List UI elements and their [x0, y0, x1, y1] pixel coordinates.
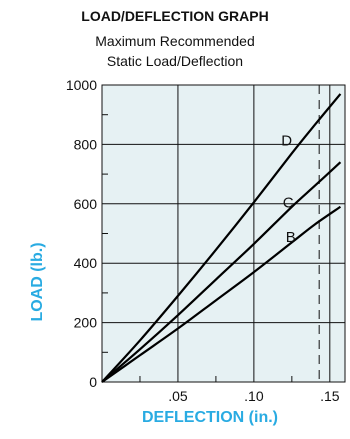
y-tick-label: 1000	[66, 77, 97, 93]
x-tick-label: .05	[168, 388, 188, 404]
series-label-c: C	[283, 195, 294, 212]
plot-background	[102, 85, 345, 382]
chart-subtitle-line-2: Static Load/Deflection	[106, 53, 244, 69]
y-tick-label: 600	[74, 196, 98, 212]
series-line-d	[101, 93, 342, 383]
y-tick-label: 200	[74, 315, 98, 331]
x-tick-label: .15	[320, 388, 340, 404]
plot-border	[101, 84, 346, 383]
y-tick-label: 800	[74, 136, 98, 152]
x-axis-title: DEFLECTION (in.)	[142, 409, 278, 426]
series-label-d: D	[281, 132, 292, 149]
chart-title: LOAD/DEFLECTION GRAPH	[81, 8, 269, 24]
y-tick-label: 400	[74, 255, 98, 271]
series-line-c	[101, 161, 342, 383]
series-line-b	[101, 205, 342, 383]
y-tick-label: 0	[89, 374, 97, 390]
chart-subtitle-line-1: Maximum Recommended	[95, 33, 255, 49]
x-tick-label: .10	[244, 388, 264, 404]
series-label-b: B	[286, 229, 296, 246]
